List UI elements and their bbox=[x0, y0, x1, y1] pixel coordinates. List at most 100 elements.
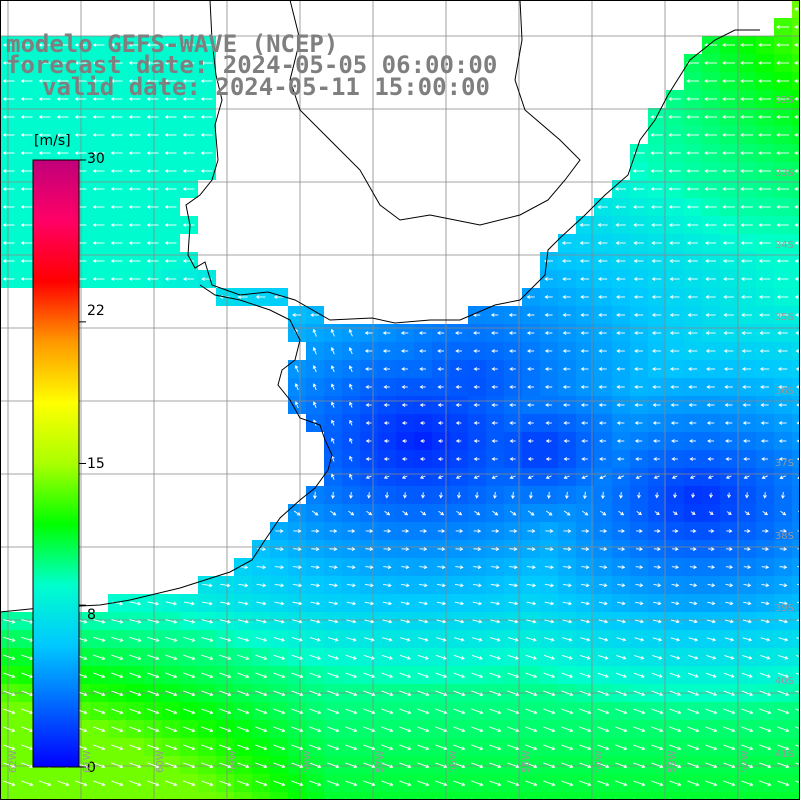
wind-arrow bbox=[111, 672, 124, 679]
wind-arrow bbox=[650, 205, 663, 209]
wind-arrow bbox=[507, 744, 520, 751]
wind-arrow bbox=[633, 259, 644, 263]
title-valid-date: valid date: 2024-05-11 15:00:00 bbox=[42, 73, 490, 101]
field-cell bbox=[792, 612, 800, 630]
wind-arrow bbox=[777, 367, 788, 371]
wind-arrow bbox=[653, 565, 662, 570]
wind-arrow bbox=[401, 547, 410, 552]
wind-arrow bbox=[743, 601, 752, 606]
wind-arrow bbox=[402, 439, 408, 443]
wind-arrow bbox=[455, 403, 462, 407]
wind-arrow bbox=[110, 97, 123, 101]
field-cell bbox=[90, 792, 108, 800]
wind-arrow bbox=[111, 708, 124, 715]
wind-arrow bbox=[345, 672, 358, 678]
wind-arrow bbox=[128, 241, 141, 245]
field-cell bbox=[792, 630, 800, 648]
wind-arrow bbox=[417, 654, 429, 660]
wind-arrow bbox=[93, 726, 106, 733]
wind-arrow bbox=[20, 205, 33, 209]
wind-arrow bbox=[57, 780, 70, 787]
wind-arrow bbox=[365, 547, 374, 552]
wind-arrow bbox=[740, 115, 753, 119]
wind-arrow bbox=[491, 403, 498, 407]
wind-arrow bbox=[164, 61, 177, 65]
wind-arrow bbox=[704, 169, 717, 173]
wind-arrow bbox=[237, 654, 250, 660]
wind-arrow bbox=[795, 744, 800, 748]
wind-arrow bbox=[689, 439, 697, 443]
wind-arrow bbox=[723, 762, 736, 769]
wind-arrow bbox=[742, 655, 753, 660]
wind-arrow bbox=[348, 365, 353, 373]
wind-arrow bbox=[673, 492, 677, 499]
wind-arrow bbox=[687, 295, 698, 299]
wind-arrow bbox=[778, 619, 789, 624]
wind-arrow bbox=[92, 97, 105, 101]
wind-arrow bbox=[2, 79, 15, 83]
wind-arrow bbox=[419, 421, 426, 425]
wind-arrow bbox=[724, 385, 733, 389]
wind-arrow bbox=[616, 313, 626, 317]
wind-arrow bbox=[632, 205, 645, 209]
wind-arrow bbox=[669, 367, 680, 371]
wind-arrow bbox=[669, 313, 680, 317]
wind-arrow bbox=[237, 637, 250, 642]
wind-arrow bbox=[93, 690, 106, 697]
wind-arrow bbox=[705, 780, 718, 787]
wind-arrow bbox=[74, 61, 87, 65]
wind-arrow bbox=[437, 439, 444, 443]
wind-arrow bbox=[363, 744, 376, 751]
wind-arrow bbox=[597, 726, 610, 733]
wind-arrow bbox=[327, 780, 340, 787]
wind-arrow bbox=[399, 708, 412, 715]
wind-arrow bbox=[200, 151, 213, 155]
wind-arrow bbox=[74, 151, 87, 155]
wind-arrow bbox=[363, 762, 376, 769]
wind-arrow bbox=[273, 744, 286, 751]
wind-arrow bbox=[706, 619, 716, 624]
wind-arrow bbox=[525, 726, 538, 733]
wind-arrow bbox=[687, 708, 700, 715]
wind-arrow bbox=[400, 601, 411, 606]
wind-arrow bbox=[652, 421, 661, 425]
wind-arrow bbox=[778, 403, 787, 407]
lon-label-52w: 52W bbox=[740, 750, 751, 773]
wind-arrow bbox=[507, 708, 520, 715]
wind-arrow bbox=[421, 492, 425, 499]
wind-arrow bbox=[581, 583, 590, 588]
wind-arrow bbox=[759, 313, 771, 317]
wind-arrow bbox=[164, 223, 177, 227]
wind-arrow bbox=[291, 726, 304, 733]
wind-arrow bbox=[758, 205, 771, 209]
wind-arrow bbox=[330, 365, 335, 373]
wind-arrow bbox=[779, 583, 788, 588]
wind-arrow bbox=[490, 583, 500, 588]
wind-arrow bbox=[778, 457, 787, 461]
wind-arrow bbox=[74, 133, 87, 137]
wind-arrow bbox=[795, 708, 800, 712]
lat-label-33s: 33S bbox=[774, 168, 794, 179]
wind-arrow bbox=[581, 457, 588, 461]
wind-arrow bbox=[294, 364, 299, 373]
wind-arrow bbox=[419, 403, 426, 407]
wind-arrow bbox=[670, 619, 680, 624]
wind-arrow bbox=[510, 510, 517, 516]
wind-arrow bbox=[634, 403, 643, 407]
wind-arrow bbox=[347, 529, 356, 533]
wind-arrow bbox=[509, 457, 516, 461]
wind-arrow bbox=[527, 475, 534, 479]
wind-arrow bbox=[38, 61, 51, 65]
wind-arrow bbox=[618, 510, 625, 516]
wind-arrow bbox=[544, 349, 553, 353]
wind-arrow bbox=[741, 367, 752, 371]
wind-arrow bbox=[741, 690, 754, 696]
wind-arrow bbox=[740, 187, 753, 191]
wind-arrow bbox=[273, 672, 286, 679]
wind-arrow bbox=[633, 277, 644, 281]
wind-arrow bbox=[437, 349, 444, 353]
wind-arrow bbox=[457, 492, 461, 499]
wind-arrow bbox=[759, 672, 771, 678]
wind-arrow bbox=[418, 601, 429, 606]
wind-arrow bbox=[561, 744, 574, 751]
